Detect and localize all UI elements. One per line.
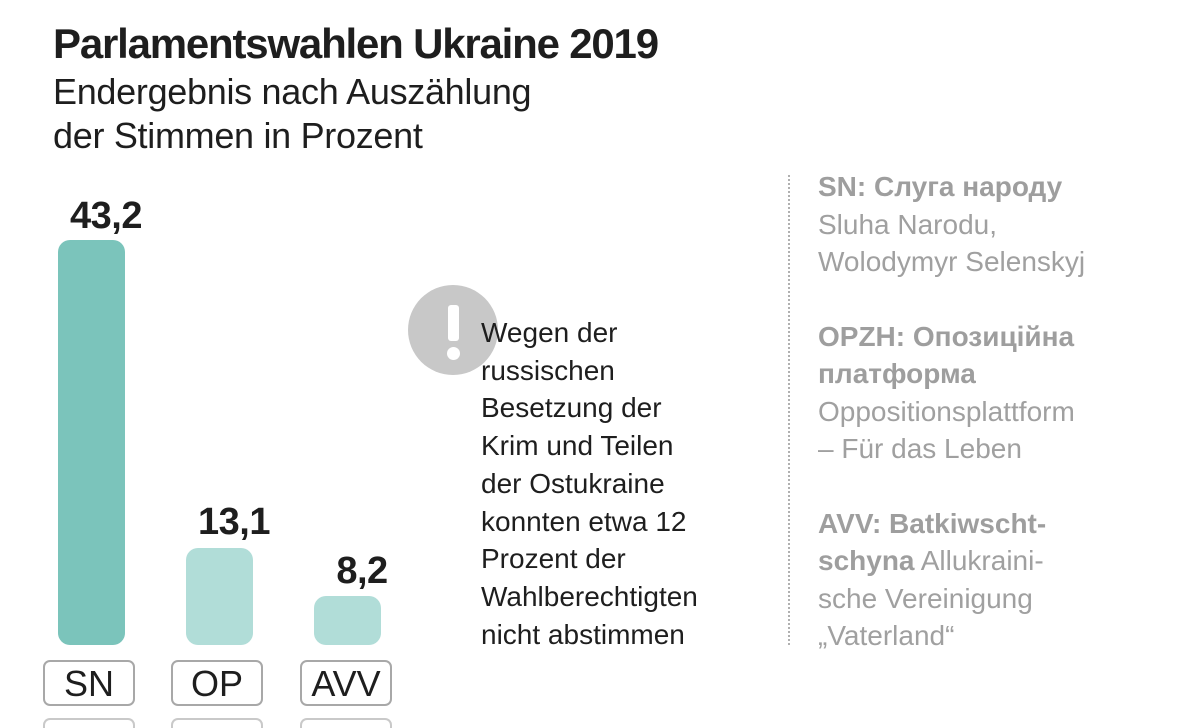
note-line: Krim und Teilen [481, 430, 674, 462]
legend-line: Oppositionsplattform [818, 393, 1198, 431]
legend-party-name: OPZH: Опозиційна [818, 320, 1075, 352]
note-line: Besetzung der [481, 392, 662, 424]
bar-sn [58, 240, 125, 645]
chart-title: Parlamentswahlen Ukraine 2019 [53, 20, 659, 67]
exclamation-bar [448, 305, 459, 341]
legend-text: „Vaterland“ [818, 620, 955, 651]
legend-text: Sluha Narodu, [818, 208, 998, 240]
category-label-avv: AVV [300, 660, 392, 706]
legend-text: Wolodymyr Selenskyj [818, 246, 1086, 277]
bar-value-avv: 8,2 [336, 550, 388, 592]
note-line: Prozent der [481, 543, 626, 575]
bar-op [186, 548, 253, 645]
legend-line: SN: Слуга народу [818, 168, 1198, 206]
legend-party-name: платформа [818, 358, 976, 389]
bar-value-sn: 43,2 [70, 195, 142, 237]
exclamation-circle-icon [408, 285, 498, 375]
legend-text: Allukraini- [914, 545, 1044, 576]
legend-line: Wolodymyr Selenskyj [818, 243, 1198, 281]
legend-item-avv: AVV: Batkiwscht- schyna Allukraini- sche… [818, 505, 1198, 655]
legend-divider [788, 175, 790, 645]
label-box-edge [300, 718, 392, 728]
legend-line: OPZH: Опозиційна [818, 318, 1198, 356]
legend-line: – Für das Leben [818, 430, 1198, 468]
legend-line: AVV: Batkiwscht- [818, 505, 1198, 543]
bar-avv [314, 596, 381, 645]
category-label-op: OP [171, 660, 263, 706]
category-label-sn: SN [43, 660, 135, 706]
legend-party-name: schyna [818, 545, 915, 576]
legend: SN: Слуга народу Sluha Narodu, Wolodymyr… [818, 168, 1198, 692]
label-box-edge [171, 718, 263, 728]
legend-line: „Vaterland“ [818, 617, 1198, 655]
chart-subtitle: Endergebnis nach Auszählung der Stimmen … [53, 70, 532, 158]
subtitle-line: Endergebnis nach Auszählung [53, 71, 532, 112]
subtitle-line: der Stimmen in Prozent [53, 115, 423, 156]
legend-line: schyna Allukraini- [818, 542, 1198, 580]
bar-value-op: 13,1 [198, 501, 270, 543]
bar-chart: 43,2 13,1 8,2 SN OP AVV [0, 0, 420, 728]
note-line: Wahlberechtigten [481, 580, 698, 612]
legend-party-name: SN: Слуга народу [818, 171, 1063, 202]
note-text: Wegen der russischen Besetzung der Krim … [481, 314, 761, 653]
legend-text: sche Vereinigung [818, 582, 1033, 614]
legend-line: платформа [818, 355, 1198, 393]
legend-party-name: AVV: Batkiwscht- [818, 507, 1047, 539]
note-line: der Ostukraine [481, 467, 665, 499]
label-box-edge [43, 718, 135, 728]
note-line: konnten etwa 12 [481, 505, 687, 537]
note-line: russischen [481, 354, 615, 386]
exclamation-dot [447, 347, 460, 360]
legend-item-opzh: OPZH: Опозиційна платформа Oppositionspl… [818, 318, 1198, 468]
legend-text: – Für das Leben [818, 433, 1022, 464]
note-line: Wegen der [481, 317, 618, 348]
note-line: nicht abstimmen [481, 618, 685, 650]
legend-line: sche Vereinigung [818, 580, 1198, 618]
legend-text: Oppositionsplattform [818, 395, 1075, 427]
legend-line: Sluha Narodu, [818, 206, 1198, 244]
legend-item-sn: SN: Слуга народу Sluha Narodu, Wolodymyr… [818, 168, 1198, 281]
